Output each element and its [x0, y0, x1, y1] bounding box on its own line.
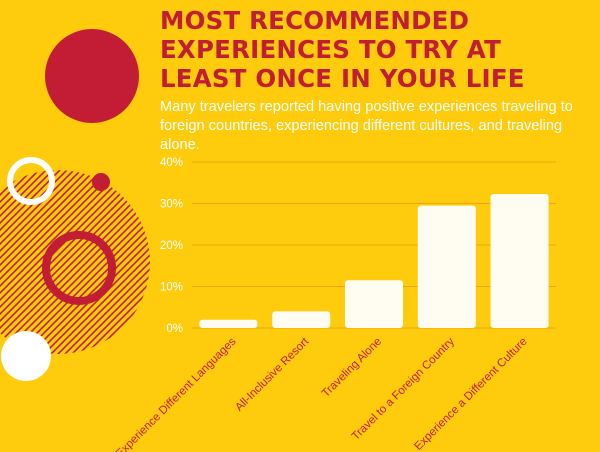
bar: [490, 193, 549, 328]
bar: [199, 319, 258, 328]
x-tick-label: All-Inclusive Resort: [233, 335, 312, 414]
y-tick-label: 20%: [160, 240, 183, 252]
x-tick-label: Traveling Alone: [320, 336, 384, 400]
x-axis-labels: Experience Different LanguagesAll-Inclus…: [114, 335, 530, 452]
y-tick-label: 40%: [160, 157, 183, 169]
small-red-dot: [92, 173, 110, 191]
white-ring: [7, 157, 55, 205]
decorative-shapes: [0, 29, 150, 381]
y-tick-label: 10%: [160, 282, 183, 294]
bar: [272, 311, 331, 328]
bar: [345, 280, 403, 328]
y-axis-ticks: 0% 10% 20% 30% 40%: [160, 157, 183, 335]
chart-title: MOST RECOMMENDED EXPERIENCES TO TRY AT L…: [160, 6, 525, 93]
bar: [417, 205, 476, 328]
red-ring: [42, 231, 116, 305]
white-circle: [1, 331, 51, 381]
chart-subtitle: Many travelers reported having positive …: [160, 99, 573, 153]
y-tick-label: 30%: [160, 199, 183, 211]
large-red-circle: [45, 29, 139, 123]
bars: [199, 193, 549, 328]
x-tick-label: Experience Different Languages: [114, 335, 239, 452]
y-tick-label: 0%: [166, 323, 183, 335]
